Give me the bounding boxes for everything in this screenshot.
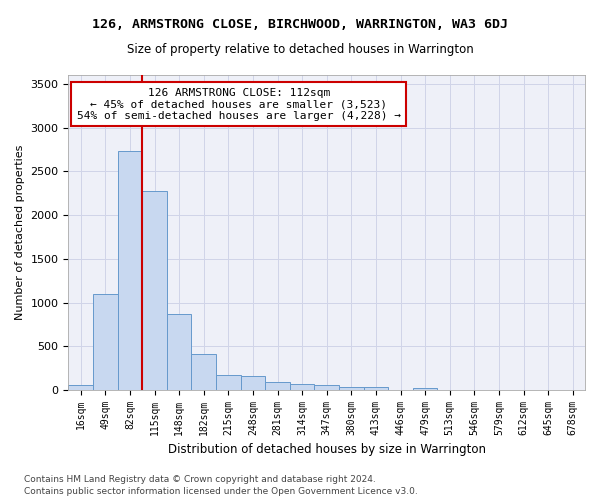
Bar xyxy=(142,190,167,390)
Bar xyxy=(191,354,216,390)
Bar xyxy=(290,384,314,390)
Text: 126, ARMSTRONG CLOSE, BIRCHWOOD, WARRINGTON, WA3 6DJ: 126, ARMSTRONG CLOSE, BIRCHWOOD, WARRING… xyxy=(92,18,508,30)
Bar xyxy=(93,294,118,390)
Bar xyxy=(413,388,437,390)
Bar xyxy=(118,151,142,390)
Bar xyxy=(265,382,290,390)
Y-axis label: Number of detached properties: Number of detached properties xyxy=(15,145,25,320)
Bar xyxy=(314,385,339,390)
Bar xyxy=(167,314,191,390)
Bar xyxy=(339,388,364,390)
Bar xyxy=(364,388,388,390)
X-axis label: Distribution of detached houses by size in Warrington: Distribution of detached houses by size … xyxy=(168,444,486,456)
Bar xyxy=(241,376,265,390)
Text: Contains HM Land Registry data © Crown copyright and database right 2024.: Contains HM Land Registry data © Crown c… xyxy=(24,475,376,484)
Text: Contains public sector information licensed under the Open Government Licence v3: Contains public sector information licen… xyxy=(24,488,418,496)
Text: Size of property relative to detached houses in Warrington: Size of property relative to detached ho… xyxy=(127,42,473,56)
Bar xyxy=(216,375,241,390)
Bar xyxy=(68,385,93,390)
Text: 126 ARMSTRONG CLOSE: 112sqm
← 45% of detached houses are smaller (3,523)
54% of : 126 ARMSTRONG CLOSE: 112sqm ← 45% of det… xyxy=(77,88,401,121)
